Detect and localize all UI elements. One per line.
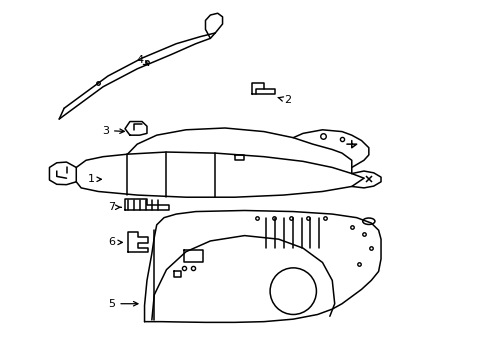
Text: 1: 1	[87, 174, 101, 184]
Text: 6: 6	[108, 237, 122, 247]
Text: 4: 4	[136, 54, 148, 65]
Text: 5: 5	[108, 299, 138, 309]
Text: 3: 3	[102, 126, 124, 135]
Text: 2: 2	[278, 95, 290, 105]
Text: 7: 7	[108, 202, 121, 212]
